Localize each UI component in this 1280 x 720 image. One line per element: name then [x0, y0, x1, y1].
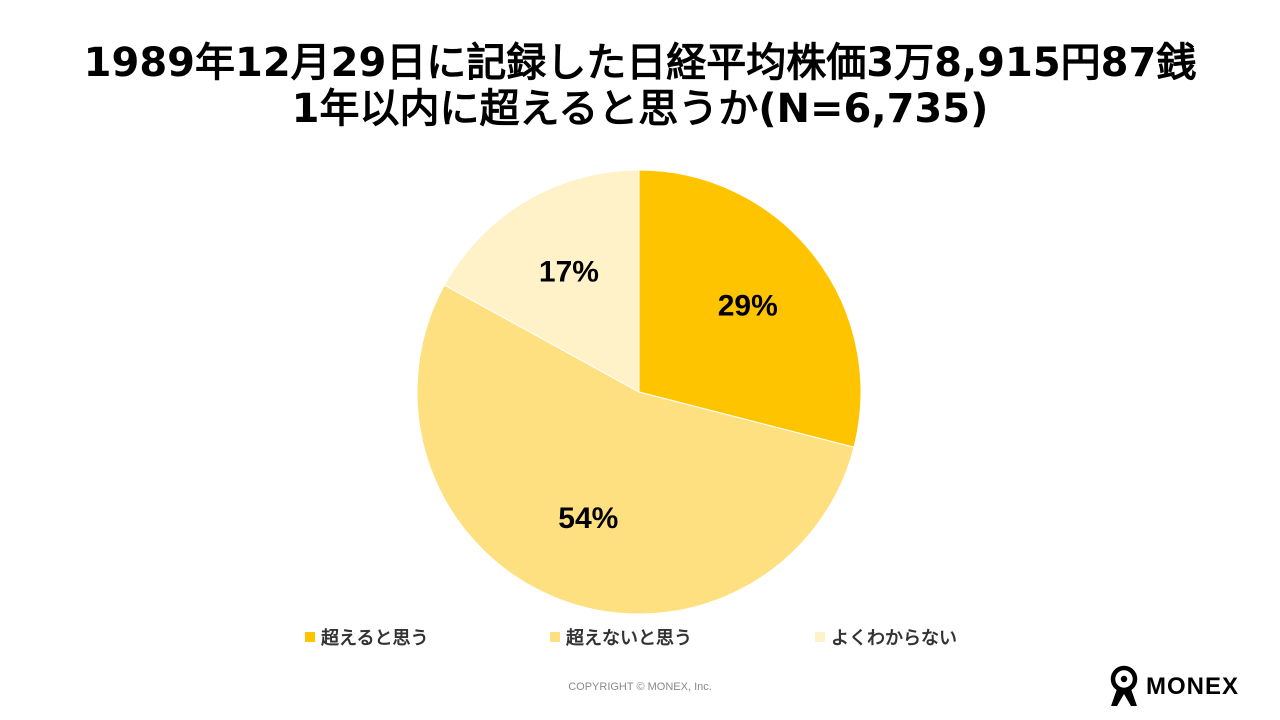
legend-swatch-0	[305, 632, 315, 642]
copyright-text: COPYRIGHT © MONEX, Inc.	[568, 681, 712, 693]
legend-item-0: 超えると思う	[305, 624, 428, 650]
legend-swatch-2	[815, 632, 825, 642]
pie-data-label-2: 17%	[539, 255, 599, 288]
legend: 超えると思う 超えないと思う よくわからない	[0, 624, 1280, 650]
monex-logo-text: MONEX	[1146, 673, 1240, 700]
legend-label-2: よくわからない	[831, 628, 957, 649]
legend-label-1: 超えないと思う	[566, 628, 692, 649]
pie-slice-2	[443, 169, 640, 393]
pie-data-label-1: 54%	[558, 502, 618, 535]
monex-logo-icon	[1110, 665, 1138, 706]
legend-item-2: よくわからない	[815, 624, 957, 650]
pie-data-label-0: 29%	[718, 290, 778, 323]
chart-title-line1: 1989年12月29日に記録した日経平均株価3万8,915円87銭	[83, 40, 1197, 86]
legend-swatch-1	[550, 632, 560, 642]
pie-slice-0	[638, 169, 862, 448]
pie-slice-1	[416, 284, 855, 615]
legend-item-1: 超えないと思う	[550, 624, 692, 650]
chart-title: 1989年12月29日に記録した日経平均株価3万8,915円87銭 1年以内に超…	[0, 40, 1280, 132]
legend-label-0: 超えると思う	[321, 628, 429, 649]
chart-title-line2: 1年以内に超えると思うか(N=6,735)	[291, 86, 989, 132]
monex-logo: MONEX	[1106, 665, 1239, 709]
